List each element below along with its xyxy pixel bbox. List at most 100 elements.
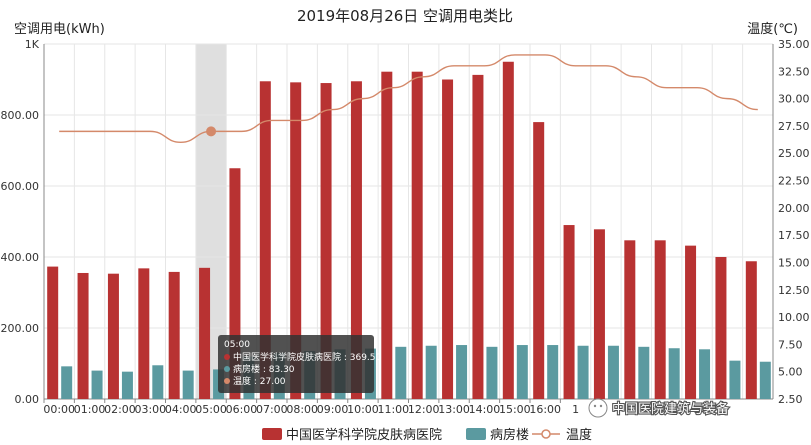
bar-hospital [350,81,362,400]
chart-title: 2019年08月26日 空调用电类比 [297,7,513,25]
bar-hospital [411,71,423,399]
bar-ward [61,366,73,399]
x-axis-tick-label: 00:00 [43,403,75,416]
y-axis-left-tick-label: 1K [25,38,40,51]
bar-ward [699,349,711,399]
y-axis-right-ticks: 2.50 5.00 7.50 10.00 12.50 15.00 17.50 20.00 22.… [778,38,810,406]
bar-hospital [199,267,211,399]
bar-hospital [533,122,545,399]
x-axis-tick-label: 08:00 [286,403,318,416]
x-axis-tick-label: 05:00 [195,403,227,416]
bar-hospital [107,273,119,399]
legend-swatch-ward[interactable] [466,428,486,440]
bar-ward [121,371,133,399]
x-axis-tick-label: 16:00 [529,403,561,416]
x-axis-tick-label: 10:00 [347,403,379,416]
y-axis-right-tick-label: 30.00 [778,93,810,106]
y-axis-right-tick-label: 17.50 [778,229,810,242]
x-axis-tick-label: 04:00 [165,403,197,416]
y-axis-right-tick-label: 22.50 [778,175,810,188]
temperature-line [59,54,758,144]
tooltip-line-hospital: 中国医学科学院皮肤病医院 : 369.50 [233,351,382,363]
bar-ward [456,345,468,399]
bar-hospital [168,271,180,399]
wechat-icon-eye-right [599,404,603,408]
y-axis-left-tick-label: 0.00 [15,393,40,406]
bar-ward [182,370,194,399]
watermark-text: 中国医院建筑与装备 [612,401,729,417]
bar-hospital [320,83,332,400]
bar-hospital [593,229,605,399]
bar-ward [91,370,103,399]
bar-ward [486,346,498,399]
x-axis-tick-label: 13:00 [438,403,470,416]
bar-hospital [745,261,757,399]
legend-label-temperature[interactable]: 温度 [566,427,592,443]
bar-ward [547,345,559,399]
temperature-highlight-point [206,126,217,137]
x-axis-tick-label: 14:00 [469,403,501,416]
bar-hospital [715,257,727,399]
tooltip-dot-hospital [224,354,230,360]
bar-ward [395,346,407,399]
bar-hospital [502,61,514,399]
bar-ward [729,360,741,399]
y-axis-right-tick-label: 2.50 [778,393,803,406]
bar-hospital [685,245,697,399]
x-axis-tick-label: 11:00 [377,403,409,416]
y-axis-right-tick-label: 7.50 [778,338,803,351]
temperature-line-path [59,54,758,144]
y-axis-right-tick-label: 5.00 [778,366,803,379]
legend-swatch-hospital[interactable] [262,428,282,440]
x-axis-tick-label: 03:00 [134,403,166,416]
legend-swatch-temperature-dot[interactable] [541,429,551,439]
y-axis-left-ticks: 0.00 200.00 400.00 600.00 800.00 1K [1,38,40,406]
bar-ward [638,346,650,399]
x-axis-tick-label: 1 [572,403,579,416]
watermark: 中国医院建筑与装备 [588,398,730,418]
tooltip-time: 05:00 [224,340,250,350]
x-axis-tick-label: 12:00 [408,403,440,416]
bar-ward [607,345,619,399]
x-axis-tick-label: 09:00 [317,403,349,416]
tooltip-line-ward: 病房楼 : 83.30 [233,363,295,375]
tooltip: 05:00 中国医学科学院皮肤病医院 : 369.50 病房楼 : 83.30 … [218,335,382,393]
tooltip-dot-ward [224,366,230,372]
y-axis-right-tick-label: 10.00 [778,311,810,324]
y-axis-right-tick-label: 20.00 [778,202,810,215]
tooltip-line-temperature: 温度 : 27.00 [233,375,286,387]
y-axis-right-tick-label: 25.00 [778,147,810,160]
bar-ward [577,345,589,399]
x-axis-tick-label: 02:00 [104,403,136,416]
y-axis-left-tick-label: 400.00 [1,251,40,264]
x-axis-ticks: 00:0001:0002:0003:0004:0005:0006:0007:00… [43,399,579,416]
x-axis-tick-label: 15:00 [499,403,531,416]
y-axis-right-tick-label: 12.50 [778,284,810,297]
wechat-icon-eye-left [593,404,597,408]
y-axis-left-title: 空调用电(kWh) [14,22,105,37]
bar-hospital [442,79,454,399]
x-axis-tick-label: 06:00 [226,403,258,416]
tooltip-dot-temperature [224,378,230,384]
bar-hospital [47,266,59,399]
x-axis-tick-label: 07:00 [256,403,288,416]
y-axis-right-tick-label: 35.00 [778,38,810,51]
bar-hospital [77,272,89,399]
legend: 中国医学科学院皮肤病医院 病房楼 温度 [262,427,592,443]
y-axis-left-tick-label: 800.00 [1,109,40,122]
x-axis-tick-label: 01:00 [74,403,106,416]
bar-hospital [138,268,150,399]
bars [47,61,771,400]
wechat-icon [588,398,608,418]
legend-label-hospital[interactable]: 中国医学科学院皮肤病医院 [286,427,442,443]
bar-hospital [259,81,271,400]
bar-hospital [563,225,575,399]
bar-ward [152,365,164,399]
legend-label-ward[interactable]: 病房楼 [490,427,529,443]
bar-ward [668,348,680,399]
bar-ward [516,345,528,399]
y-axis-right-title: 温度(℃) [747,21,798,37]
y-axis-right-tick-label: 15.00 [778,256,810,269]
y-axis-right-tick-label: 32.50 [778,65,810,78]
bar-hospital [624,240,636,399]
